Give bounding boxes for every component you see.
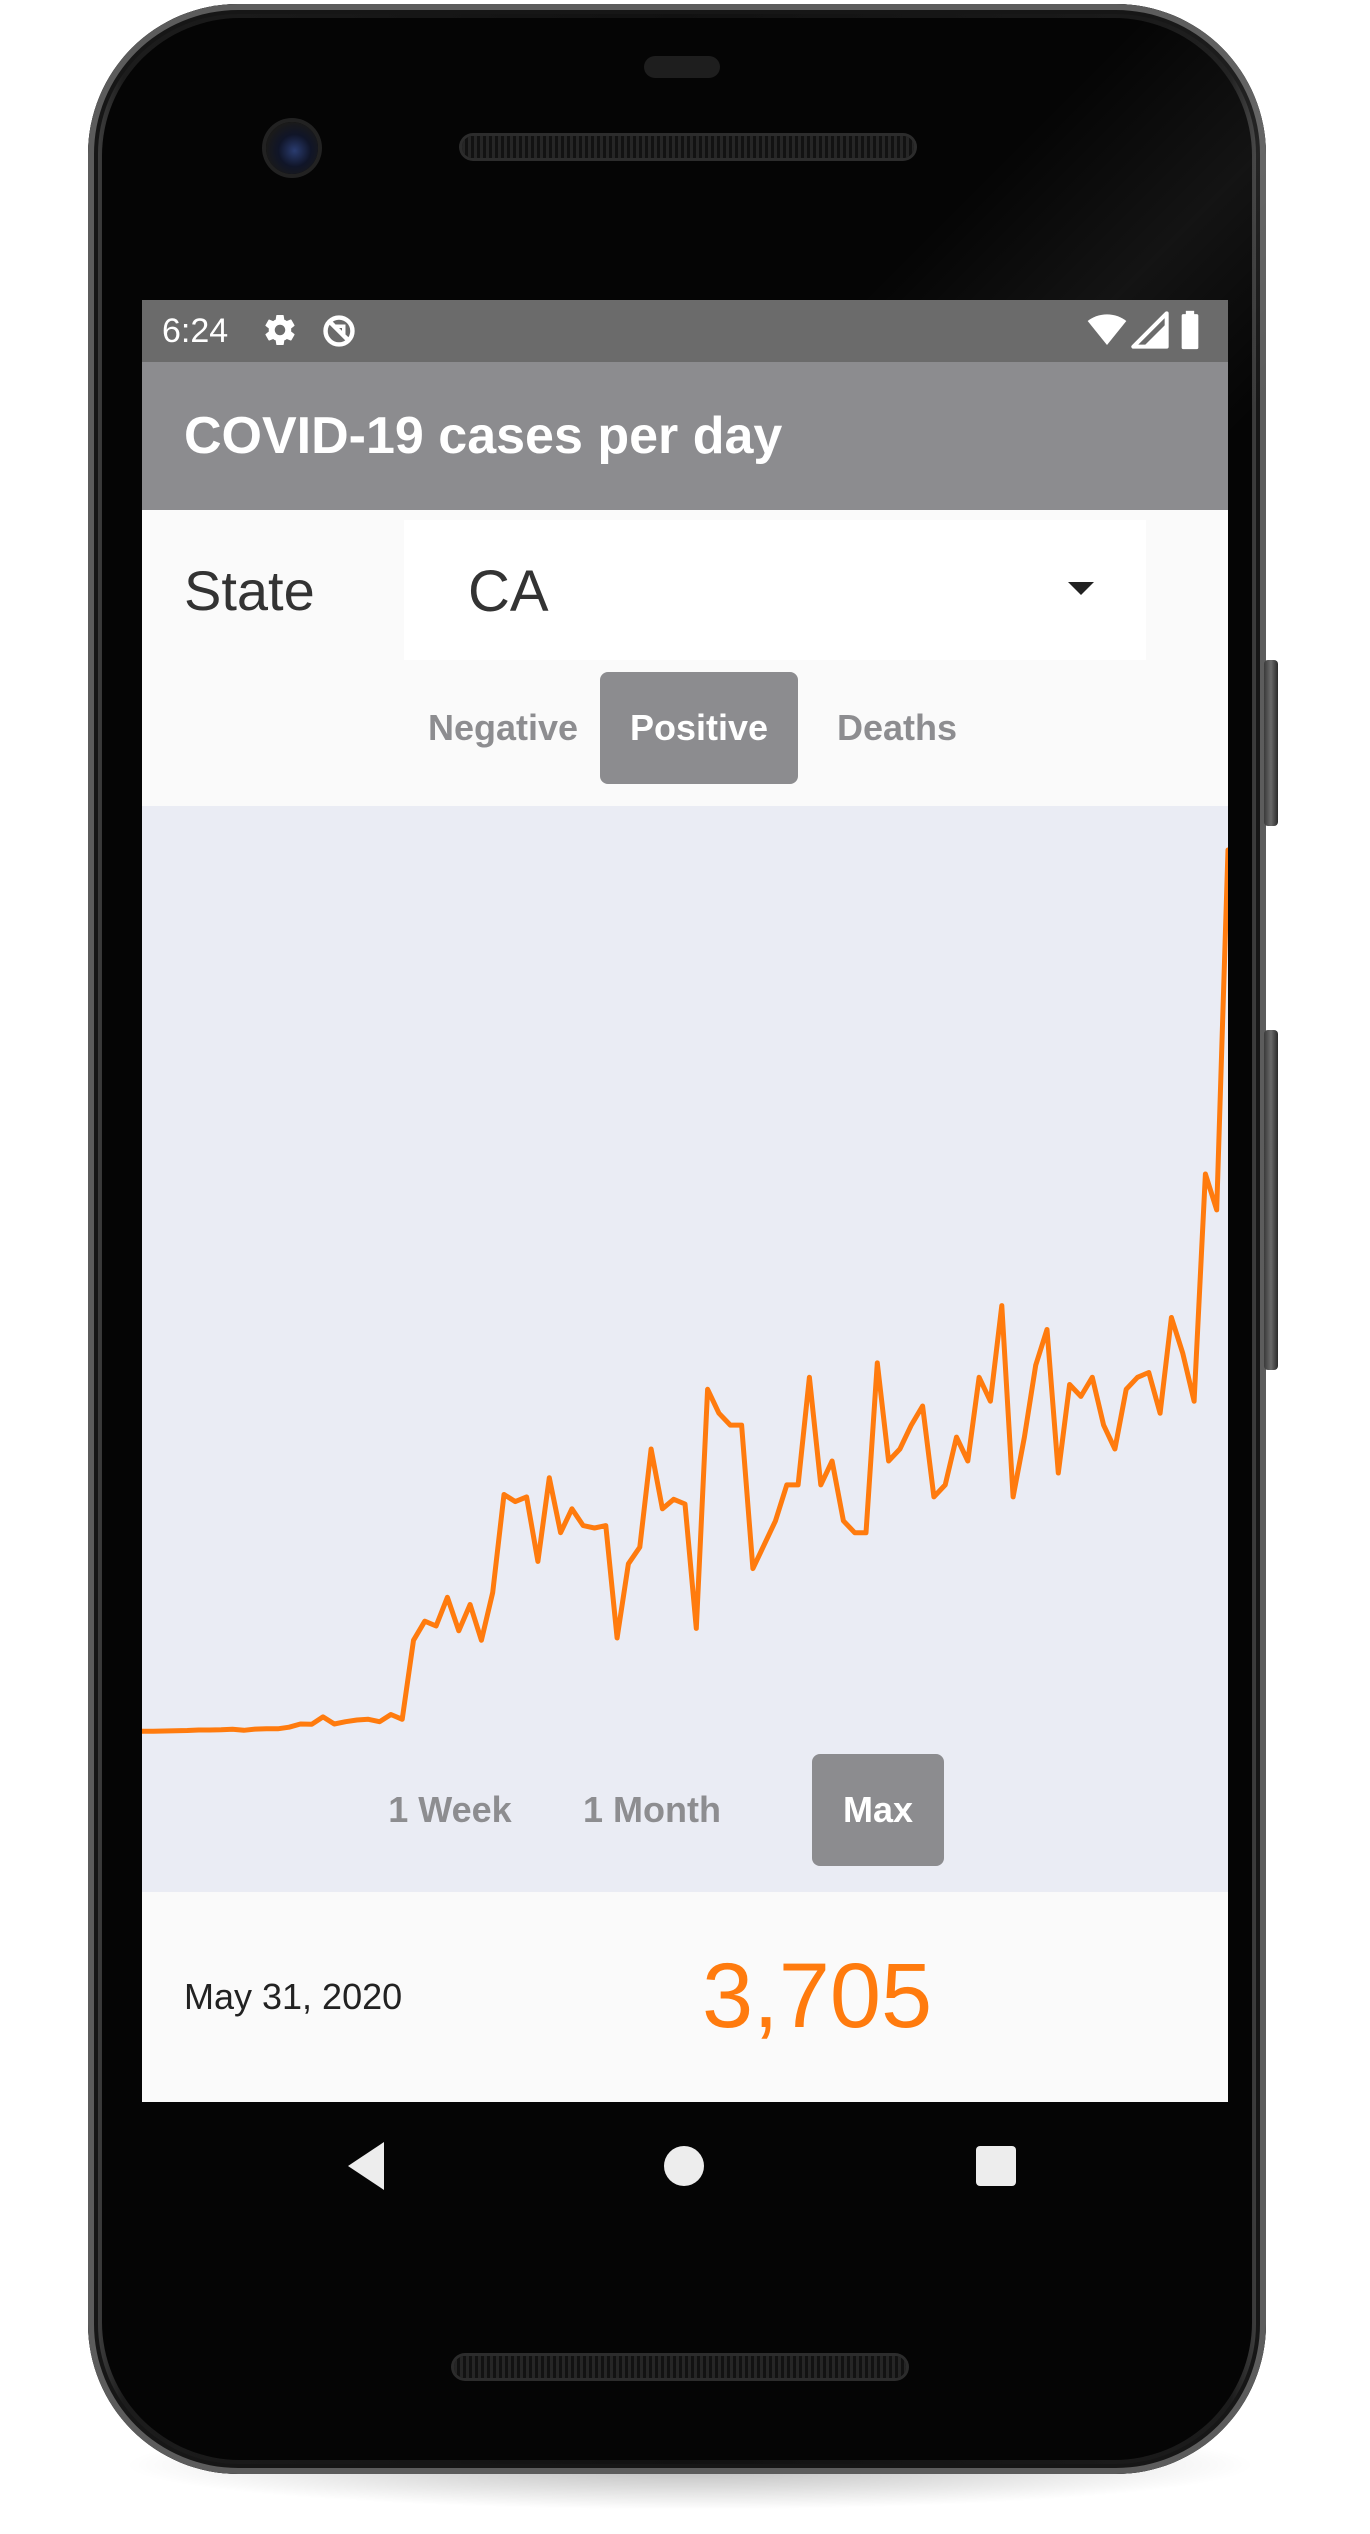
series-line	[142, 847, 1228, 1734]
cases-line-chart[interactable]	[142, 806, 1228, 1892]
range-1-month[interactable]: 1 Month	[583, 1789, 721, 1830]
bottom-speaker	[454, 2356, 906, 2378]
range-max[interactable]: Max	[812, 1754, 944, 1866]
signal-icon	[1130, 310, 1170, 355]
power-button	[1264, 660, 1278, 826]
state-label: State	[184, 559, 315, 622]
state-dropdown[interactable]: CA	[404, 520, 1146, 660]
state-dropdown-value: CA	[468, 559, 549, 624]
tab-positive[interactable]: Positive	[600, 672, 798, 784]
tab-negative[interactable]: Negative	[427, 707, 579, 748]
top-speaker	[462, 136, 914, 158]
app-screen: 6:24	[142, 300, 1228, 2102]
home-button[interactable]	[664, 2146, 704, 2186]
status-bar: 6:24	[142, 300, 1228, 362]
selected-value: 3,705	[702, 1945, 933, 2047]
back-button[interactable]	[348, 2142, 384, 2190]
app-bar: COVID-19 cases per day	[142, 362, 1228, 510]
no-sync-icon	[320, 312, 358, 355]
selected-date: May 31, 2020	[184, 1976, 403, 2017]
front-camera	[266, 122, 318, 174]
dropdown-arrow-icon	[1068, 582, 1094, 595]
proximity-sensor	[644, 56, 720, 78]
recents-button[interactable]	[976, 2146, 1016, 2186]
app-title: COVID-19 cases per day	[184, 407, 783, 465]
battery-icon	[1178, 310, 1202, 355]
range-1-week[interactable]: 1 Week	[388, 1789, 512, 1830]
tab-deaths[interactable]: Deaths	[836, 707, 958, 748]
gear-icon	[262, 312, 298, 353]
volume-button	[1264, 1030, 1278, 1370]
wifi-icon	[1087, 310, 1127, 355]
status-time: 6:24	[162, 312, 229, 350]
selection-footer: May 31, 2020 3,705	[142, 1892, 1228, 2102]
chart-area[interactable]: 1 Week 1 Month Max	[142, 806, 1228, 1892]
